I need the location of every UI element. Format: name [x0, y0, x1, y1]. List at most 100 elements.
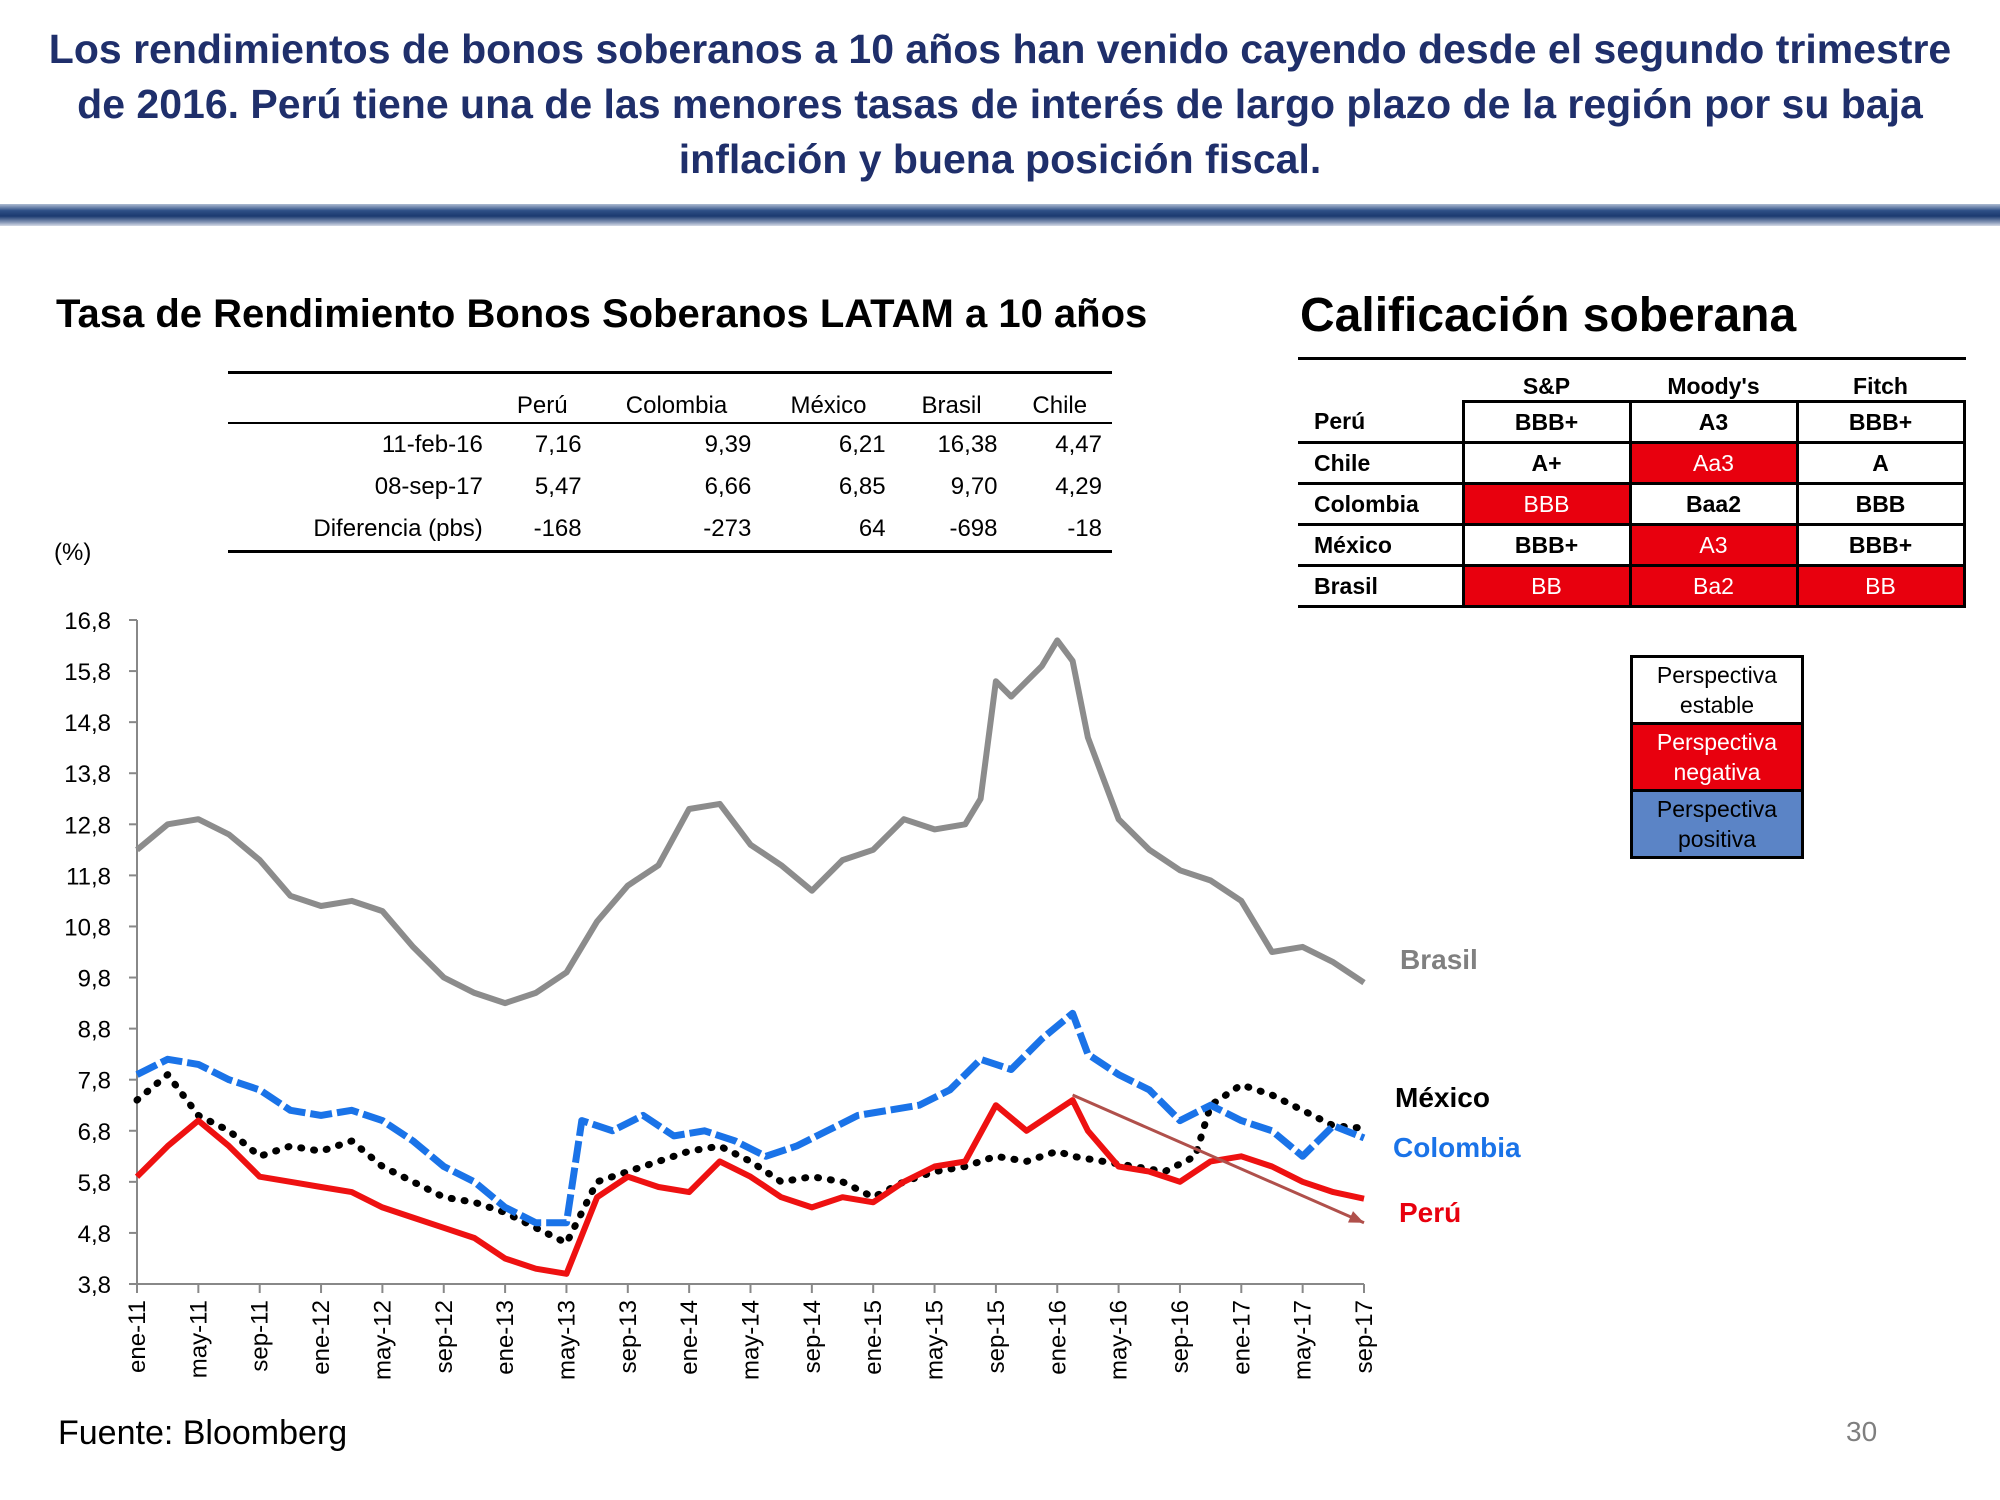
yield-cell: 6,21: [838, 431, 886, 458]
page-number: 30: [1846, 1416, 1878, 1447]
rating-country: Colombia: [1298, 483, 1463, 526]
yield-cell: 6,85: [838, 473, 886, 500]
rating-cell: Aa3: [1628, 441, 1799, 485]
y-tick-label: 10,8: [64, 914, 111, 941]
x-tick-label: sep-12: [431, 1300, 458, 1373]
rating-cell: BBB+: [1461, 400, 1632, 444]
trend-arrow-head: [1348, 1211, 1364, 1223]
x-tick-label: ene-12: [308, 1300, 335, 1375]
agency-header: Moody's: [1667, 373, 1760, 399]
yield-cell: 7,16: [534, 431, 582, 458]
y-tick-label: 5,8: [78, 1170, 111, 1197]
rating-cell: A3: [1628, 400, 1799, 444]
series-line-colombia: [135, 1009, 1366, 1227]
yield-row-label: Diferencia (pbs): [313, 515, 483, 542]
rating-country: Brasil: [1298, 565, 1463, 608]
x-tick-label: sep-11: [247, 1300, 274, 1372]
x-tick-label: may-12: [369, 1300, 396, 1380]
y-tick-label: 14,8: [64, 710, 111, 737]
slide-headline: Los rendimientos de bonos soberanos a 10…: [48, 26, 1952, 182]
rating-table: S&P Moody's Fitch Perú BBB+ A3 BBB+ Chile A+ A…: [1298, 362, 1966, 608]
yield-cell: 9,39: [704, 431, 752, 458]
outlook-legend: Perspectiva estable Perspectiva negativa…: [1630, 655, 1804, 859]
rating-row-3: México BBB+ A3 BBB+: [1298, 523, 1966, 567]
yield-col-header: México: [790, 392, 867, 419]
yield-row-label: 11-feb-16: [381, 431, 483, 458]
series-label: Brasil: [1400, 944, 1478, 975]
rating-cell: A: [1795, 441, 1966, 485]
agency-header: Fitch: [1853, 373, 1908, 399]
yield-line-chart: (%) 16,8 15,8 14,8 13,8 12,8 11,8 10,8 9,8 8,8 7,8…: [54, 540, 1521, 1380]
yield-col-header: Brasil: [921, 392, 982, 419]
yield-cell: -18: [1067, 515, 1102, 542]
yield-cell: 16,38: [937, 431, 998, 458]
yield-table-header: Perú Colombia México Brasil Chile: [228, 372, 1112, 424]
yield-cell: -168: [533, 515, 582, 542]
rating-row-4: Brasil BB Ba2 BB: [1298, 564, 1966, 608]
yield-table-corner: [228, 373, 493, 424]
rating-table-header: S&P Moody's Fitch: [1298, 362, 1964, 402]
chart-title: Tasa de Rendimiento Bonos Soberanos LATA…: [56, 292, 1148, 336]
source-note: Fuente: Bloomberg: [58, 1414, 348, 1452]
x-tick-label: sep-16: [1167, 1300, 1194, 1373]
y-tick-label: 15,8: [64, 659, 111, 686]
legend-positive: Perspectiva positiva: [1633, 792, 1801, 856]
y-tick-label: 9,8: [78, 966, 111, 993]
x-tick-label: sep-14: [799, 1300, 826, 1373]
x-tick-label: ene-15: [860, 1300, 887, 1375]
y-axis-label: (%): [54, 540, 91, 566]
legend-negative: Perspectiva negativa: [1633, 725, 1801, 792]
series-line-mexico: [133, 1071, 1368, 1247]
yield-table: Perú Colombia México Brasil Chile 11-feb…: [228, 371, 1112, 553]
y-tick-label: 4,8: [78, 1221, 111, 1248]
yield-cell: 4,47: [1055, 431, 1102, 458]
rating-cell: Ba2: [1628, 564, 1799, 608]
y-tick-label: 8,8: [78, 1017, 111, 1044]
header-rule: [0, 204, 2000, 226]
y-tick-label: 6,8: [78, 1119, 111, 1146]
rating-cell: BBB: [1795, 482, 1966, 526]
x-tick-label: sep-13: [615, 1300, 642, 1373]
rating-cell: BB: [1461, 564, 1632, 608]
x-tick-label: ene-14: [676, 1300, 703, 1375]
trend-arrow: [1071, 1093, 1365, 1225]
rating-country: Perú: [1298, 401, 1463, 444]
rating-cell: A3: [1628, 523, 1799, 567]
yield-row-label: 08-sep-17: [374, 473, 483, 500]
rating-cell: BBB: [1461, 482, 1632, 526]
yield-cell: -273: [703, 515, 752, 542]
x-tick-label: ene-13: [492, 1300, 519, 1375]
yield-col-header: Perú: [516, 392, 568, 419]
y-tick-label: 7,8: [78, 1068, 111, 1095]
rating-row-2: Colombia BBB Baa2 BBB: [1298, 482, 1966, 526]
yield-cell: -698: [949, 515, 998, 542]
table-row: Diferencia (pbs) -168 -273 64 -698 -18: [228, 508, 1112, 552]
x-tick-label: ene-17: [1228, 1300, 1255, 1375]
series-label: Colombia: [1393, 1132, 1521, 1163]
yield-cell: 4,29: [1055, 473, 1102, 500]
rating-cell: BBB+: [1461, 523, 1632, 567]
yield-cell: 6,66: [704, 473, 752, 500]
agency-header: S&P: [1522, 373, 1571, 399]
rating-cell: BBB+: [1795, 523, 1966, 567]
y-tick-label: 13,8: [64, 761, 111, 788]
rating-panel-title: Calificación soberana: [1300, 288, 1960, 343]
y-tick-label: 12,8: [64, 812, 111, 839]
x-tick-label: may-16: [1106, 1300, 1133, 1380]
x-tick-label: sep-17: [1351, 1300, 1378, 1373]
table-row: 11-feb-16 7,16 9,39 6,21 16,38 4,47: [228, 423, 1112, 466]
x-tick-label: may-11: [185, 1300, 212, 1378]
series-line-peru: [134, 1097, 1365, 1277]
yield-col-header: Chile: [1032, 392, 1088, 419]
table-row: 08-sep-17 5,47 6,66 6,85 9,70 4,29: [228, 466, 1112, 508]
series-label: Perú: [1399, 1197, 1461, 1228]
yield-cell: 64: [858, 515, 886, 542]
rating-table-corner: [1298, 362, 1463, 402]
legend-stable: Perspectiva estable: [1633, 658, 1801, 725]
y-tick-label: 11,8: [66, 863, 111, 890]
yield-col-header: Colombia: [625, 392, 728, 419]
y-tick-label: 3,8: [78, 1272, 111, 1299]
rating-row-0: Perú BBB+ A3 BBB+: [1298, 400, 1966, 444]
rating-country: Chile: [1298, 442, 1463, 485]
rating-cell: BB: [1795, 564, 1966, 608]
